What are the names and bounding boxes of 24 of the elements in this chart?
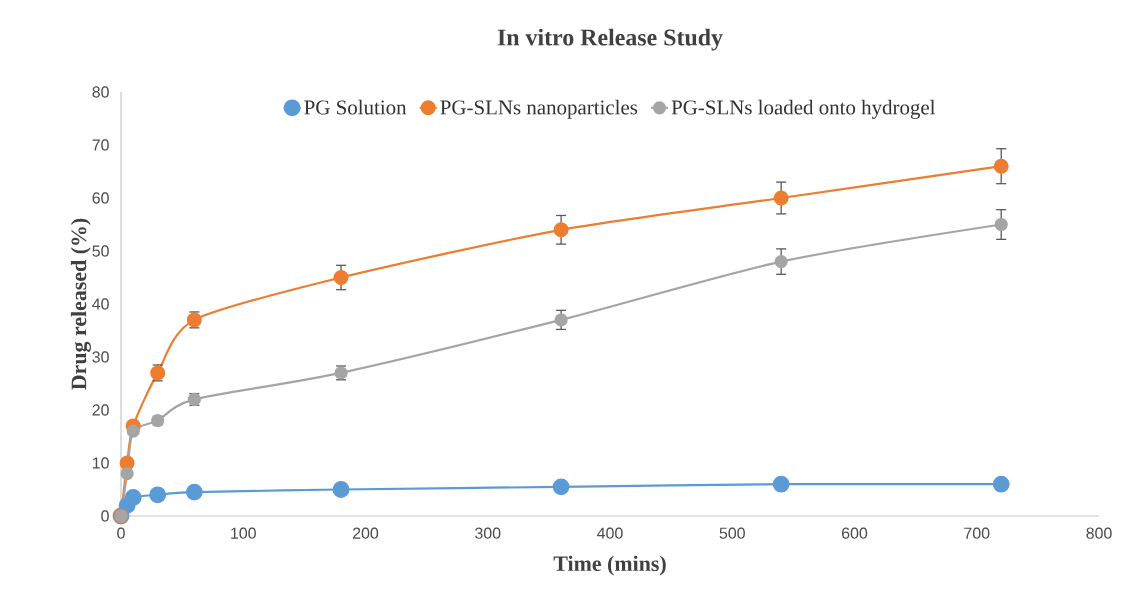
x-tick-label: 0	[117, 527, 125, 539]
y-tick-label: 20	[92, 404, 109, 416]
legend-label: PG Solution	[304, 99, 407, 115]
y-tick-label: 70	[92, 139, 109, 151]
x-tick-label: 100	[231, 527, 256, 539]
legend-label: PG-SLNs nanoparticles	[440, 99, 638, 119]
chart-title: In vitro Release Study	[497, 28, 723, 51]
y-axis-title: Drug released (%)	[70, 218, 91, 390]
y-tick-label: 0	[101, 510, 109, 522]
y-tick-label: 80	[92, 86, 109, 98]
y-tick-label: 30	[92, 351, 109, 363]
x-tick-label: 300	[475, 527, 501, 539]
x-tick-label: 200	[353, 527, 379, 539]
x-axis-title: Time (mins)	[553, 555, 666, 576]
x-tick-label: 400	[597, 527, 623, 539]
y-tick-label: 50	[92, 245, 109, 257]
y-tick-label: 60	[92, 192, 109, 204]
x-tick-label: 800	[1086, 527, 1112, 539]
x-tick-label: 600	[842, 527, 868, 539]
y-tick-label: 40	[92, 298, 109, 310]
legend-label: PG-SLNs loaded onto hydrogel	[671, 99, 936, 119]
x-tick-label: 500	[719, 527, 745, 539]
x-tick-label: 700	[964, 527, 990, 539]
y-tick-label: 10	[92, 457, 109, 469]
